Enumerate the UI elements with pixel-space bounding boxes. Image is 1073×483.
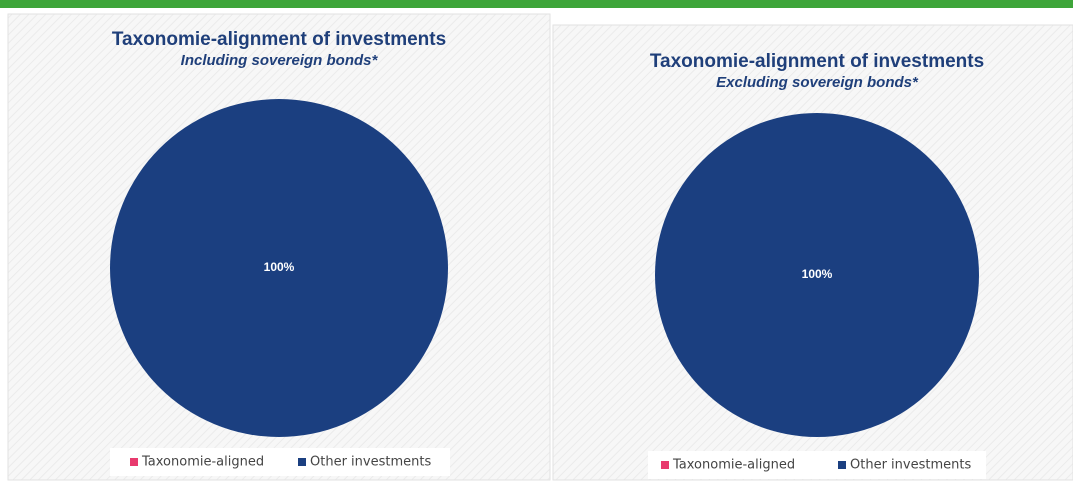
pie-slice [655,113,979,437]
legend-swatch [838,461,846,469]
legend-box [648,451,986,479]
legend-label: Taxonomie-aligned [672,458,795,473]
legend-swatch [661,461,669,469]
chart-title: Taxonomie-alignment of investments [112,29,446,50]
chart-subtitle: Excluding sovereign bonds* [716,74,919,91]
data-label: 100% [264,260,295,274]
legend-label: Other investments [310,455,431,470]
chart-title: Taxonomie-alignment of investments [650,51,984,72]
legend-box [110,448,450,476]
chart-subtitle: Including sovereign bonds* [181,52,379,69]
legend-swatch [130,458,138,466]
legend-label: Taxonomie-aligned [141,455,264,470]
pie-slice [110,99,448,437]
legend-label: Other investments [850,458,971,473]
legend-swatch [298,458,306,466]
top-bar [0,0,1073,8]
data-label: 100% [802,267,833,281]
